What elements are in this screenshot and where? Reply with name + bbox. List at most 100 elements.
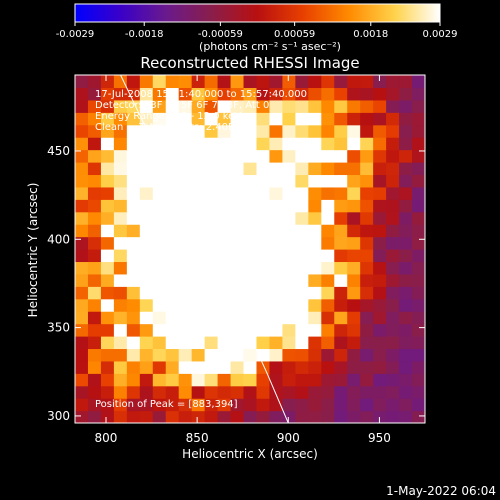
heatmap-cell (334, 236, 348, 250)
heatmap-cell (126, 174, 141, 188)
heatmap-cell (113, 336, 128, 350)
heatmap-cell (373, 261, 387, 275)
heatmap-cell (373, 373, 387, 387)
heatmap-cell (126, 373, 141, 387)
heatmap-cell (360, 199, 374, 213)
heatmap-cell (113, 137, 128, 151)
colorbar-tick-label: 0.0029 (423, 29, 458, 40)
heatmap-cell (243, 273, 258, 287)
heatmap-cell (256, 224, 271, 238)
heatmap-cell (87, 373, 102, 387)
heatmap-cell (139, 336, 154, 350)
heatmap-cell (308, 348, 322, 362)
heatmap-cell (373, 211, 387, 225)
heatmap-cell (100, 211, 115, 225)
heatmap-cell (308, 162, 322, 176)
heatmap-cell (386, 186, 400, 200)
heatmap-cell (373, 236, 387, 250)
heatmap-cell (321, 311, 335, 325)
heatmap-cell (75, 199, 89, 213)
annotation-counts: Clean Total counts: 2.40E+04 (95, 122, 255, 133)
heatmap-cell (204, 112, 219, 126)
heatmap-cell (217, 360, 232, 374)
heatmap-cell (126, 348, 141, 362)
heatmap-cell (178, 99, 193, 113)
heatmap-cell (295, 348, 309, 362)
heatmap-cell (360, 75, 374, 89)
heatmap-cell (75, 323, 89, 337)
heatmap-cell (165, 373, 180, 387)
heatmap-cell (75, 398, 89, 412)
heatmap-cell (373, 124, 387, 138)
heatmap-cell (243, 149, 258, 163)
heatmap-cell (178, 298, 193, 312)
heatmap-cell (100, 174, 115, 188)
heatmap-cell (360, 224, 374, 238)
heatmap-cell (178, 186, 193, 200)
heatmap-cell (204, 261, 219, 275)
heatmap-cell (230, 99, 245, 113)
heatmap-cell (412, 249, 425, 263)
heatmap-cell (113, 398, 128, 412)
heatmap-cell (347, 162, 361, 176)
heatmap-cell (360, 87, 374, 101)
heatmap-cell (230, 410, 245, 423)
heatmap-cell (217, 162, 232, 176)
heatmap-cell (230, 162, 245, 176)
heatmap-cell (399, 298, 413, 312)
heatmap-cell (165, 149, 180, 163)
heatmap-cell (321, 273, 335, 287)
heatmap-cell (139, 99, 154, 113)
heatmap-cell (399, 124, 413, 138)
heatmap-cell (191, 87, 206, 101)
heatmap-cell (334, 211, 348, 225)
heatmap-cell (308, 211, 322, 225)
heatmap-cell (152, 75, 167, 89)
heatmap-cell (75, 124, 89, 138)
heatmap-cell (282, 75, 296, 89)
heatmap-cell (191, 261, 206, 275)
heatmap-cell (87, 286, 102, 300)
heatmap-cell (152, 273, 167, 287)
heatmap-cell (178, 236, 193, 250)
heatmap-cell (152, 99, 167, 113)
heatmap-cell (373, 149, 387, 163)
heatmap-cell (191, 137, 206, 151)
colorbar-ticks: -0.0029 -0.0018 -0.00059 0.00059 0.0018 0.002… (56, 22, 458, 40)
heatmap-cell (230, 199, 245, 213)
heatmap-cell (399, 410, 413, 423)
heatmap-cell (360, 211, 374, 225)
heatmap-cell (217, 149, 232, 163)
heatmap-cell (373, 398, 387, 412)
heatmap-cell (412, 199, 425, 213)
heatmap-cell (165, 261, 180, 275)
heatmap-cell (399, 398, 413, 412)
heatmap-cell (334, 398, 348, 412)
heatmap-cell (269, 348, 284, 362)
heatmap-cell (75, 360, 89, 374)
heatmap-cell (334, 348, 348, 362)
heatmap-cell (373, 162, 387, 176)
heatmap-cell (256, 323, 271, 337)
heatmap-cell (295, 410, 309, 423)
heatmap-cell (256, 298, 271, 312)
heatmap-cell (243, 410, 258, 423)
heatmap-cell (113, 124, 128, 138)
heatmap-cell (113, 87, 128, 101)
heatmap-cell (373, 174, 387, 188)
heatmap-cell (321, 236, 335, 250)
heatmap-cell (87, 360, 102, 374)
heatmap-cell (256, 186, 271, 200)
heatmap-cell (308, 336, 322, 350)
heatmap-cell (282, 336, 296, 350)
heatmap-cell (243, 298, 258, 312)
heatmap-cell (308, 410, 322, 423)
heatmap-cell (386, 360, 400, 374)
colorbar-tick-label: 0.00059 (274, 29, 315, 40)
heatmap-cell (347, 273, 361, 287)
heatmap-cell (139, 149, 154, 163)
heatmap-cell (347, 373, 361, 387)
heatmap-cell (204, 162, 219, 176)
heatmap-cell (113, 286, 128, 300)
heatmap-cell (373, 336, 387, 350)
